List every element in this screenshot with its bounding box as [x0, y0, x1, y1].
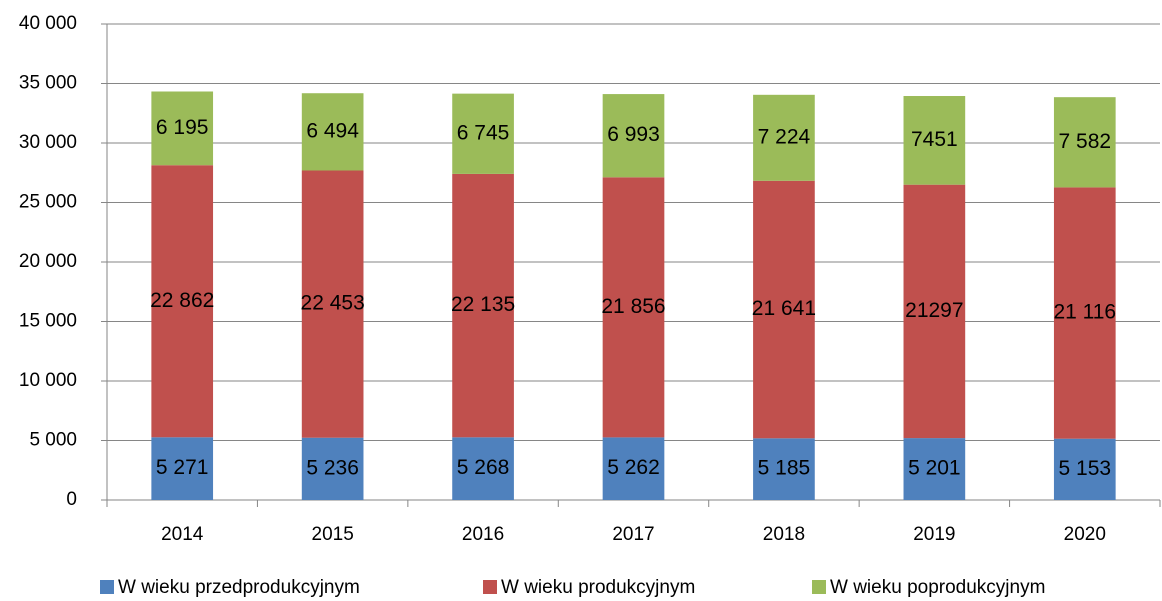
bar-segment: [903, 438, 966, 500]
data-label: 5 153: [1059, 457, 1112, 480]
data-label: 6 745: [457, 121, 510, 144]
bar-segment: [753, 180, 815, 439]
bar-segment: [753, 94, 815, 181]
x-tick-label: 2014: [161, 524, 204, 545]
data-label: 7 224: [758, 125, 811, 148]
x-tick-label: 2015: [312, 524, 354, 545]
bar-segment: [602, 177, 665, 438]
data-label: 21297: [905, 299, 963, 322]
x-tick-label: 2016: [462, 524, 504, 545]
y-tick-label: 10 000: [19, 370, 77, 391]
data-label: 5 236: [306, 456, 359, 479]
x-tick-label: 2017: [612, 524, 654, 545]
y-tick-label: 20 000: [19, 251, 77, 272]
y-tick-label: 40 000: [19, 13, 77, 34]
data-label: 22 453: [301, 292, 365, 315]
y-tick-label: 30 000: [19, 132, 77, 153]
bar-segment: [301, 437, 364, 500]
data-label: 7451: [911, 128, 958, 151]
data-label: 21 116: [1053, 301, 1116, 324]
bar-segment: [301, 93, 364, 171]
data-label: 7 582: [1059, 130, 1112, 153]
legend-label: W wieku produkcyjnym: [501, 577, 695, 598]
data-label: 22 135: [451, 293, 515, 316]
bar-segment: [452, 93, 514, 174]
data-label: 5 271: [156, 456, 209, 479]
y-tick-label: 35 000: [19, 73, 77, 94]
bar-segment: [602, 94, 665, 178]
data-label: 6 494: [306, 119, 359, 142]
data-label: 6 195: [156, 116, 209, 139]
legend-label: W wieku przedprodukcyjnym: [118, 577, 360, 598]
data-label: 6 993: [607, 123, 660, 146]
bar-segment: [452, 437, 514, 500]
y-tick-label: 25 000: [19, 192, 77, 213]
bar-segment: [1053, 438, 1116, 500]
bar-segment: [151, 437, 214, 500]
bar-segment: [452, 173, 514, 438]
bar-segment: [903, 96, 966, 185]
y-tick-label: 5 000: [29, 430, 77, 451]
bar-segment: [1053, 97, 1116, 188]
x-tick-label: 2018: [763, 524, 805, 545]
x-tick-label: 2019: [913, 524, 955, 545]
legend-swatch: [100, 580, 114, 594]
bar-segment: [602, 437, 665, 500]
legend-swatch: [483, 580, 497, 594]
x-tick-label: 2020: [1064, 524, 1106, 545]
data-label: 5 201: [908, 457, 961, 480]
data-label: 21 641: [752, 297, 816, 320]
y-tick-label: 15 000: [19, 311, 77, 332]
bar-segment: [903, 184, 966, 439]
bar-segment: [753, 438, 815, 500]
legend-swatch: [812, 580, 826, 594]
data-label: 5 262: [607, 456, 660, 479]
data-label: 22 862: [150, 289, 214, 312]
y-tick-label: 0: [66, 489, 77, 510]
bar-segment: [301, 170, 364, 438]
legend-label: W wieku poprodukcyjnym: [830, 577, 1045, 598]
data-label: 21 856: [601, 295, 665, 318]
data-label: 5 185: [758, 457, 811, 480]
bar-segment: [151, 91, 214, 166]
bar-segment: [1053, 187, 1116, 439]
bar-segment: [151, 165, 214, 438]
data-label: 5 268: [457, 456, 510, 479]
